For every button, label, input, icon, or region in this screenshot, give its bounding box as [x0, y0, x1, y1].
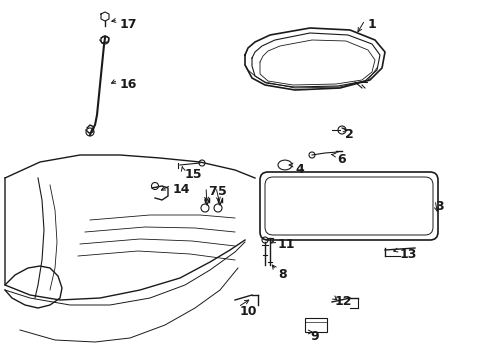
- Text: 5: 5: [218, 185, 227, 198]
- Text: 9: 9: [310, 330, 318, 343]
- Text: 6: 6: [337, 153, 345, 166]
- Text: 12: 12: [335, 295, 352, 308]
- Text: 15: 15: [185, 168, 202, 181]
- Text: 7: 7: [208, 185, 217, 198]
- Ellipse shape: [278, 160, 292, 170]
- Text: 2: 2: [345, 128, 354, 141]
- FancyBboxPatch shape: [265, 177, 433, 235]
- Text: 8: 8: [278, 268, 287, 281]
- Text: 16: 16: [120, 78, 137, 91]
- Bar: [305, 318, 327, 332]
- Text: 11: 11: [278, 238, 295, 251]
- Text: 13: 13: [400, 248, 417, 261]
- Text: 17: 17: [120, 18, 138, 31]
- Text: 3: 3: [435, 200, 443, 213]
- FancyBboxPatch shape: [260, 172, 438, 240]
- Text: 1: 1: [368, 18, 377, 31]
- Text: 10: 10: [240, 305, 258, 318]
- Polygon shape: [101, 12, 109, 21]
- Text: 4: 4: [295, 163, 304, 176]
- Text: 14: 14: [173, 183, 191, 196]
